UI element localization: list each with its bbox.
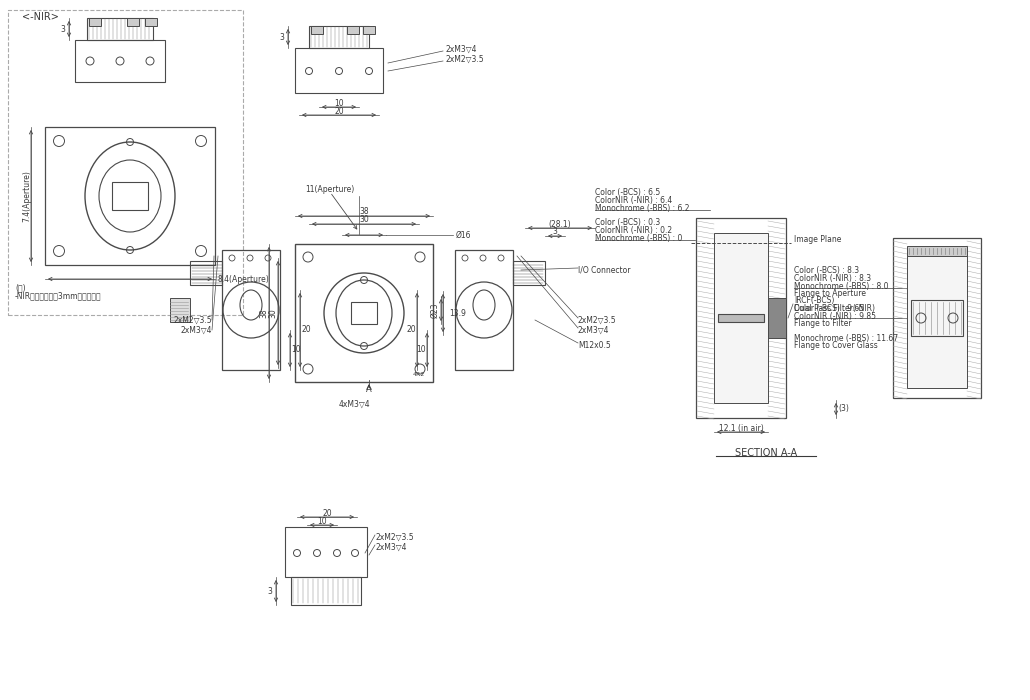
Text: 3: 3 xyxy=(268,587,273,596)
Text: 10: 10 xyxy=(416,346,425,354)
Text: Ø16: Ø16 xyxy=(456,230,472,239)
Bar xyxy=(768,298,786,338)
Text: Monochrome (-BBS) : 8.0: Monochrome (-BBS) : 8.0 xyxy=(794,281,889,290)
Text: (注): (注) xyxy=(15,284,26,293)
Bar xyxy=(295,48,383,93)
Bar xyxy=(455,250,513,370)
Text: 2xM3▽4: 2xM3▽4 xyxy=(375,542,407,552)
Text: SECTION A-A: SECTION A-A xyxy=(735,448,797,458)
Bar xyxy=(893,238,981,398)
Text: 2xM2▽3.5: 2xM2▽3.5 xyxy=(578,316,617,325)
Bar xyxy=(718,314,764,322)
Text: Flange to Filter: Flange to Filter xyxy=(794,319,852,328)
Text: 30: 30 xyxy=(359,216,369,225)
Bar xyxy=(112,182,148,210)
Text: 13.9: 13.9 xyxy=(449,309,466,318)
Text: 2xM3▽4: 2xM3▽4 xyxy=(445,45,477,53)
Bar xyxy=(45,127,215,265)
Text: Ø23: Ø23 xyxy=(431,302,440,318)
Text: Color (-BCS) : 8.3: Color (-BCS) : 8.3 xyxy=(794,265,859,274)
Text: 38: 38 xyxy=(260,308,269,318)
Text: 7.4(Aperture): 7.4(Aperture) xyxy=(23,170,32,222)
Text: 3: 3 xyxy=(61,25,66,34)
Text: 38: 38 xyxy=(359,207,369,216)
Bar xyxy=(291,577,360,605)
Bar xyxy=(190,261,222,285)
Text: 20: 20 xyxy=(301,326,311,335)
Bar xyxy=(363,26,375,34)
Bar xyxy=(911,300,963,336)
Bar xyxy=(8,10,243,315)
Text: 10: 10 xyxy=(291,346,301,354)
Bar xyxy=(295,244,433,382)
Text: 4R2: 4R2 xyxy=(413,372,425,377)
Bar xyxy=(907,246,967,256)
Text: Flange to Cover Glass: Flange to Cover Glass xyxy=(794,342,878,351)
Text: 20: 20 xyxy=(406,326,416,335)
Bar xyxy=(170,298,190,322)
Text: 2xM3▽4: 2xM3▽4 xyxy=(180,326,212,335)
Bar xyxy=(285,527,367,577)
Bar xyxy=(347,26,359,34)
Text: 2xM3▽4: 2xM3▽4 xyxy=(578,326,610,335)
Text: M12x0.5: M12x0.5 xyxy=(578,340,611,349)
Text: Image Plane: Image Plane xyxy=(794,235,842,244)
Text: 2xM2▽3.5: 2xM2▽3.5 xyxy=(375,533,414,542)
Text: 20: 20 xyxy=(334,106,344,116)
Text: IRCF(-BCS): IRCF(-BCS) xyxy=(794,295,834,304)
Text: 20: 20 xyxy=(322,508,332,517)
Bar xyxy=(87,18,153,40)
Text: I/O Connector: I/O Connector xyxy=(578,265,630,274)
Text: 30: 30 xyxy=(269,308,277,318)
Text: 3: 3 xyxy=(279,32,284,41)
Bar xyxy=(714,233,768,403)
Text: 12.1 (in air): 12.1 (in air) xyxy=(719,424,763,433)
Text: ColorNIR (-NIR) : 6.4: ColorNIR (-NIR) : 6.4 xyxy=(595,195,673,204)
Bar xyxy=(89,18,101,26)
Bar xyxy=(907,248,967,388)
Text: Flange to Aperture: Flange to Aperture xyxy=(794,290,866,298)
Text: (28.1): (28.1) xyxy=(549,220,572,228)
Text: Color (-BCS) : 0.3: Color (-BCS) : 0.3 xyxy=(595,218,660,227)
Text: Monochrome (-BBS) : 11.67: Monochrome (-BBS) : 11.67 xyxy=(794,333,898,342)
Bar xyxy=(127,18,139,26)
Bar xyxy=(222,250,280,370)
Text: 8.4(Aperture): 8.4(Aperture) xyxy=(218,274,270,284)
Bar xyxy=(513,261,545,285)
Bar xyxy=(696,218,786,418)
Text: A: A xyxy=(366,386,372,395)
Text: 10: 10 xyxy=(334,99,344,108)
Text: Dual Pass Filter(-NIR): Dual Pass Filter(-NIR) xyxy=(794,304,876,312)
Text: ColorNIR (-NIR) : 9.85: ColorNIR (-NIR) : 9.85 xyxy=(794,312,876,321)
Bar xyxy=(351,302,377,324)
Text: (3): (3) xyxy=(838,405,850,414)
Bar xyxy=(309,26,369,48)
Text: 4xM3▽4: 4xM3▽4 xyxy=(338,400,370,409)
Text: 2xM2▽3.5: 2xM2▽3.5 xyxy=(445,55,484,64)
Text: <-NIR>: <-NIR> xyxy=(22,12,59,22)
Bar xyxy=(311,26,323,34)
Text: Color (-BCS) : 6.5: Color (-BCS) : 6.5 xyxy=(595,188,660,197)
Text: 11(Aperture): 11(Aperture) xyxy=(305,186,354,195)
Text: Monochrome (-BBS) : 0: Monochrome (-BBS) : 0 xyxy=(595,234,682,242)
Text: ColorNIR (-NIR) : 8.3: ColorNIR (-NIR) : 8.3 xyxy=(794,274,871,283)
Text: ColorNIR (-NIR) : 0.2: ColorNIR (-NIR) : 0.2 xyxy=(595,225,673,234)
Text: 10: 10 xyxy=(317,517,327,526)
Bar xyxy=(145,18,157,26)
Text: -NIRは識別形状が3mmオフセット: -NIRは識別形状が3mmオフセット xyxy=(15,291,102,300)
Text: Monochrome (-BBS) : 6.2: Monochrome (-BBS) : 6.2 xyxy=(595,204,689,213)
Text: Color (-BCS) : 9.65: Color (-BCS) : 9.65 xyxy=(794,304,864,312)
Bar xyxy=(75,40,165,82)
Text: 3: 3 xyxy=(552,228,557,237)
Text: 2xM2▽3.5: 2xM2▽3.5 xyxy=(173,316,212,325)
